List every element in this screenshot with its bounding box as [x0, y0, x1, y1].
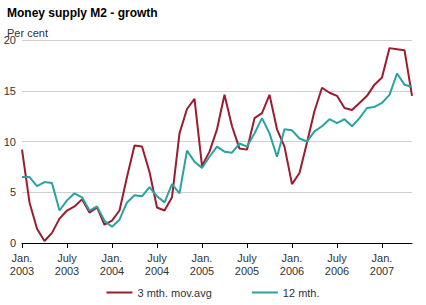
svg-text:10: 10	[4, 136, 16, 148]
svg-text:Jan.: Jan.	[12, 252, 33, 264]
svg-text:2004: 2004	[100, 265, 124, 277]
svg-text:2007: 2007	[370, 265, 394, 277]
svg-text:12 mth.: 12 mth.	[283, 287, 320, 299]
svg-text:Jan.: Jan.	[192, 252, 213, 264]
svg-text:July: July	[237, 252, 257, 264]
svg-text:2005: 2005	[235, 265, 259, 277]
svg-text:15: 15	[4, 85, 16, 97]
svg-text:Per cent: Per cent	[7, 27, 48, 39]
svg-text:Jan.: Jan.	[102, 252, 123, 264]
svg-text:July: July	[147, 252, 167, 264]
svg-text:20: 20	[3, 34, 16, 46]
svg-text:2006: 2006	[280, 265, 304, 277]
svg-text:2004: 2004	[145, 265, 169, 277]
svg-text:0: 0	[10, 237, 16, 249]
svg-text:2003: 2003	[10, 265, 34, 277]
svg-text:Jan.: Jan.	[282, 252, 303, 264]
svg-text:July: July	[57, 252, 77, 264]
svg-text:Jan.: Jan.	[372, 252, 393, 264]
svg-text:Money supply M2 - growth: Money supply M2 - growth	[7, 6, 158, 20]
svg-text:5: 5	[10, 186, 16, 198]
svg-text:3 mth. mov.avg: 3 mth. mov.avg	[137, 287, 211, 299]
svg-text:2005: 2005	[190, 265, 214, 277]
svg-text:2006: 2006	[325, 265, 349, 277]
svg-text:July: July	[327, 252, 347, 264]
svg-text:2003: 2003	[55, 265, 79, 277]
